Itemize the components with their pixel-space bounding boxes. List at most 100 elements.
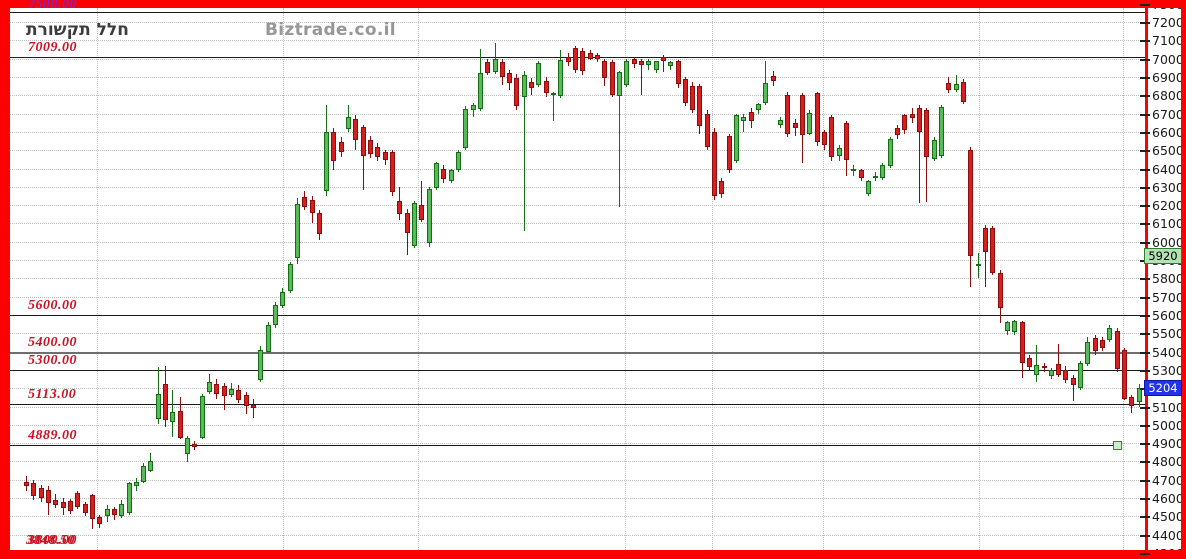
candle-body [207, 381, 212, 392]
candle-body [799, 95, 805, 136]
axis-tick-label: 5500 [1152, 326, 1184, 342]
candle-body [836, 148, 842, 156]
candle-body [704, 113, 710, 147]
candle-body [470, 105, 476, 110]
candle-body [631, 58, 637, 65]
candle-body [895, 128, 901, 136]
axis-tick-label: 6900 [1152, 69, 1184, 85]
axis-tick-label: 6200 [1152, 198, 1184, 214]
candle-body [236, 390, 242, 401]
v-gridline [823, 8, 824, 550]
candle-body [104, 509, 110, 517]
candle-body [521, 75, 527, 98]
candle-body [412, 203, 417, 247]
candle-body [858, 170, 864, 178]
h-gridline [10, 150, 1145, 152]
candle-body [324, 131, 330, 192]
axis-tick [1140, 553, 1150, 555]
candle-wick [252, 399, 254, 419]
candle-body [346, 117, 352, 130]
candle-body [126, 483, 132, 513]
candle-wick [919, 105, 920, 204]
candle-body [1129, 397, 1135, 406]
axis-tick [1140, 205, 1150, 208]
candle-body [111, 509, 117, 516]
candle-body [294, 204, 300, 259]
candle-body [1048, 369, 1054, 377]
candle-body [265, 325, 271, 352]
axis-tick-label: 5700 [1152, 289, 1184, 305]
candle-body [616, 72, 622, 97]
candle-body [953, 84, 959, 90]
candle-body [924, 109, 930, 158]
h-gridline [10, 22, 1145, 23]
support-line [10, 369, 1145, 371]
candle-body [353, 119, 359, 141]
axis-tick-label: 6400 [1152, 161, 1184, 177]
h-gridline [10, 76, 1145, 78]
candle-body [660, 56, 666, 62]
candle-body [89, 495, 95, 520]
candle-body [148, 460, 154, 471]
candle-body [214, 383, 220, 394]
candle-body [558, 59, 564, 97]
candle-body [1063, 369, 1069, 380]
axis-tick [1140, 406, 1150, 409]
candle-body [880, 164, 886, 178]
candle-body [682, 78, 688, 103]
axis-tick [1140, 186, 1150, 189]
v-gridline [625, 8, 626, 550]
candle-body [1034, 365, 1040, 376]
frame-bottom [0, 550, 1186, 559]
axis-tick-label: 4500 [1152, 509, 1184, 525]
candle-body [719, 181, 725, 195]
axis-tick-label: 5000 [1152, 417, 1184, 433]
candle-body [302, 196, 308, 207]
candle-body [338, 141, 344, 152]
h-gridline [10, 260, 1145, 261]
axis-tick-label: 4600 [1152, 491, 1184, 507]
candle-body [1100, 339, 1105, 348]
support-line-label: 4889.00 [28, 428, 77, 444]
candle-body [360, 127, 366, 156]
candle-body [1078, 362, 1084, 389]
candle-body [272, 304, 278, 325]
candle-body [675, 61, 681, 85]
candle-body [587, 53, 593, 59]
v-gridline [97, 8, 98, 550]
candle-body [1070, 378, 1076, 386]
candle-body [1122, 349, 1127, 400]
h-gridline [10, 223, 1145, 225]
candle-wick [1036, 345, 1038, 382]
candle-body [939, 107, 944, 157]
candle-body [697, 86, 703, 127]
candle-body [653, 61, 659, 70]
candle-body [726, 136, 732, 171]
candle-body [492, 58, 498, 73]
axis-tick [1140, 241, 1150, 244]
candle-body [280, 292, 286, 306]
candle-body [185, 437, 190, 455]
pinned-line-label: 3848.50 [26, 533, 75, 548]
candle-body [455, 152, 461, 171]
candle-body [909, 113, 915, 119]
h-gridline [10, 461, 1145, 463]
candle-body [843, 122, 849, 161]
candle-body [1026, 358, 1032, 368]
candle-body [75, 492, 81, 508]
support-line-label: 5600.00 [28, 298, 77, 313]
candle-body [24, 481, 29, 487]
candle-body [829, 117, 835, 158]
candle-body [514, 77, 520, 107]
candle-body [60, 501, 66, 509]
candle-body [1041, 366, 1047, 369]
candle-body [404, 213, 410, 234]
candle-body [873, 175, 879, 178]
candle-body [887, 139, 893, 166]
candle-body [741, 117, 747, 121]
instrument-title: חלל תקשורת [26, 20, 129, 40]
h-gridline [10, 534, 1145, 536]
candle-body [221, 386, 227, 396]
axis-tick [1140, 315, 1150, 317]
candle-wick [984, 225, 986, 288]
